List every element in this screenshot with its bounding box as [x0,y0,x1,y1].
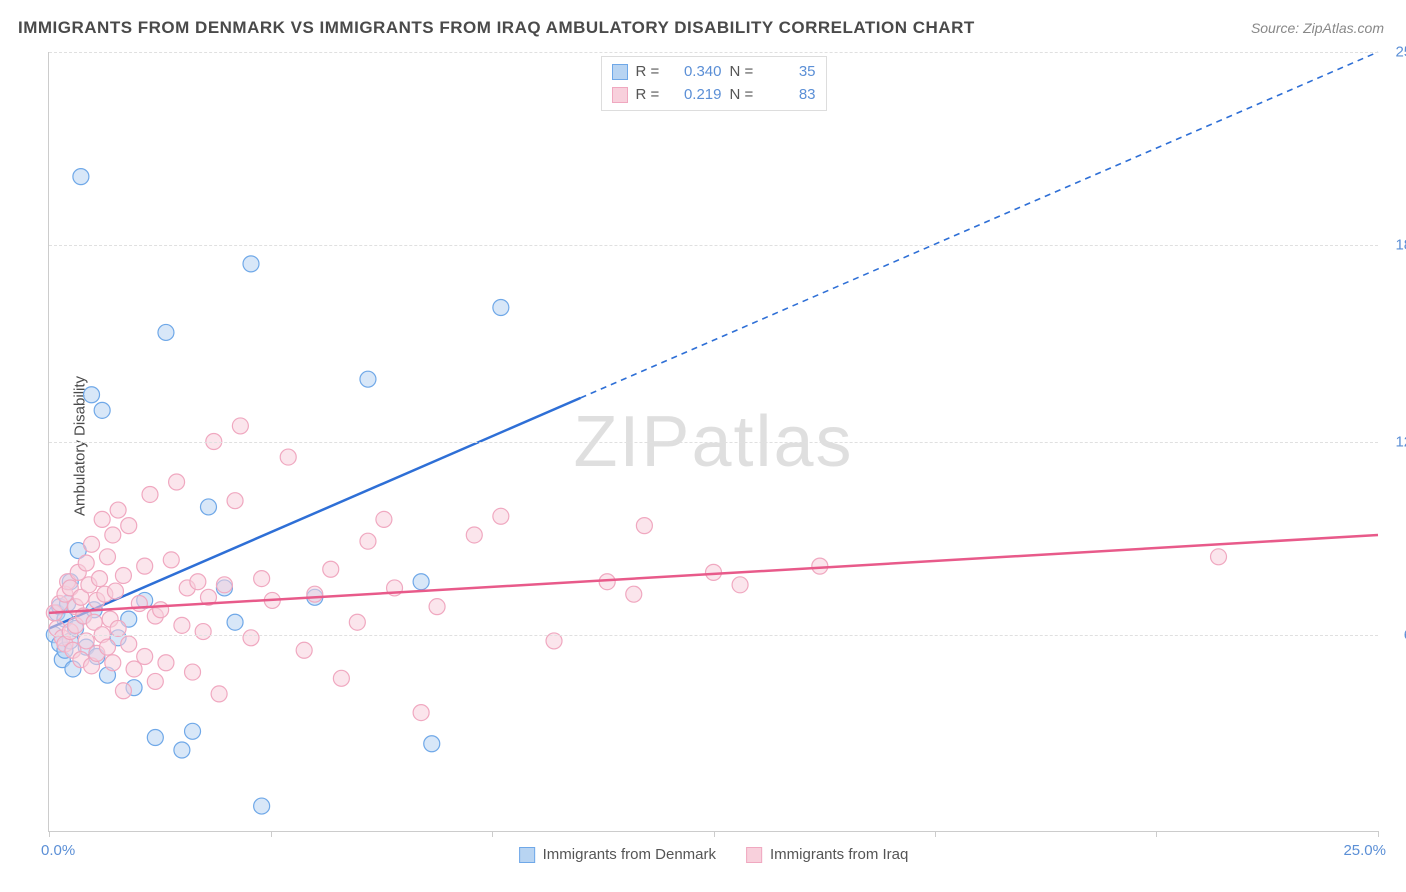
data-point [137,649,153,665]
data-point [636,518,652,534]
gridline [49,245,1378,246]
data-point [626,586,642,602]
data-point [243,256,259,272]
data-point [94,511,110,527]
data-point [232,418,248,434]
data-point [1211,549,1227,565]
legend-label: Immigrants from Iraq [770,846,908,863]
x-axis-end-label: 25.0% [1343,842,1386,859]
x-axis-start-label: 0.0% [41,842,75,859]
data-point [195,624,211,640]
data-point [211,686,227,702]
swatch-iraq-icon [746,847,762,863]
data-point [147,673,163,689]
data-point [227,614,243,630]
x-tick [492,831,493,837]
data-point [137,558,153,574]
data-point [158,324,174,340]
data-point [493,508,509,524]
y-tick-label: 12.5% [1383,433,1406,450]
plot-area: ZIPatlas R = 0.340 N = 35 R = 0.219 N = … [48,52,1378,832]
y-tick-label: 18.8% [1383,237,1406,254]
data-point [360,533,376,549]
data-point [296,642,312,658]
data-point [158,655,174,671]
data-point [174,742,190,758]
data-point [169,474,185,490]
y-tick-label: 25.0% [1383,44,1406,61]
gridline [49,635,1378,636]
data-point [185,723,201,739]
data-point [147,730,163,746]
data-point [413,574,429,590]
data-point [142,486,158,502]
data-point [121,518,137,534]
data-point [185,664,201,680]
data-point [94,402,110,418]
x-tick [714,831,715,837]
data-point [121,636,137,652]
data-point [254,798,270,814]
data-point [360,371,376,387]
legend-item-denmark: Immigrants from Denmark [519,846,716,863]
gridline [49,52,1378,53]
data-point [115,683,131,699]
swatch-denmark-icon [519,847,535,863]
data-point [429,599,445,615]
x-tick [1378,831,1379,837]
data-point [78,555,94,571]
legend-label: Immigrants from Denmark [543,846,716,863]
data-point [254,571,270,587]
data-point [349,614,365,630]
data-point [105,527,121,543]
data-point [99,639,115,655]
data-point [323,561,339,577]
data-point [110,502,126,518]
data-point [190,574,206,590]
chart-title: IMMIGRANTS FROM DENMARK VS IMMIGRANTS FR… [18,18,975,38]
data-point [92,571,108,587]
data-point [493,300,509,316]
trend-line [49,535,1378,613]
data-point [153,602,169,618]
x-tick [49,831,50,837]
legend-item-iraq: Immigrants from Iraq [746,846,908,863]
data-point [333,670,349,686]
data-point [174,617,190,633]
data-point [84,536,100,552]
x-tick [271,831,272,837]
data-point [200,499,216,515]
data-point [107,583,123,599]
data-point [307,586,323,602]
data-point [99,549,115,565]
data-point [227,493,243,509]
data-point [163,552,179,568]
data-point [376,511,392,527]
x-tick [935,831,936,837]
trend-line-dashed [581,52,1378,398]
data-point [424,736,440,752]
data-point [84,387,100,403]
source-attribution: Source: ZipAtlas.com [1251,20,1384,36]
gridline [49,442,1378,443]
data-point [280,449,296,465]
data-point [466,527,482,543]
x-tick [1156,831,1157,837]
data-point [243,630,259,646]
data-point [73,169,89,185]
y-tick-label: 6.3% [1383,626,1406,643]
data-point [115,567,131,583]
data-point [105,655,121,671]
legend-series: Immigrants from Denmark Immigrants from … [519,846,909,863]
data-point [216,577,232,593]
data-point [732,577,748,593]
data-point [413,705,429,721]
